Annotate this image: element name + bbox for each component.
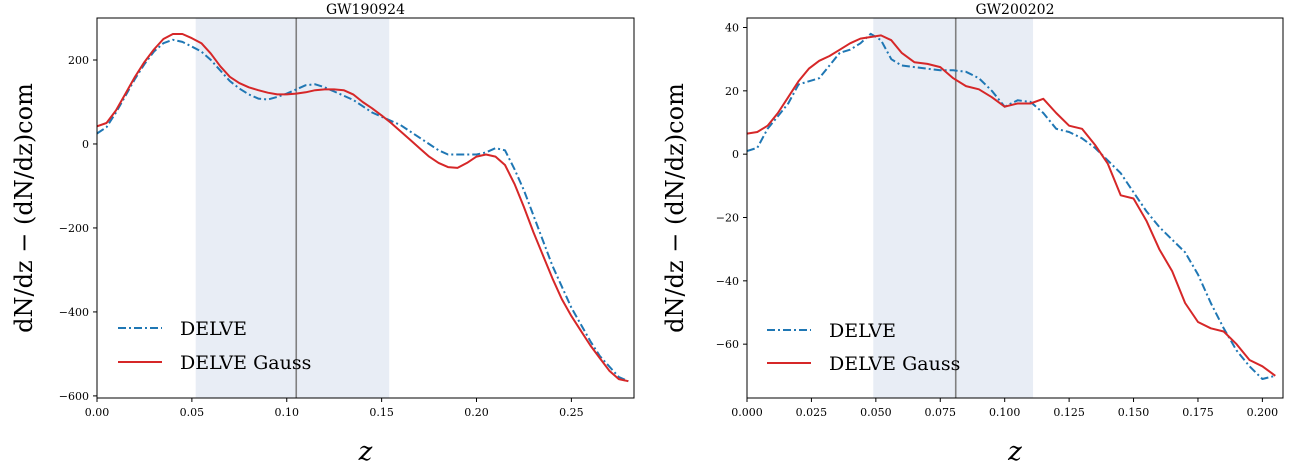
shaded-band [873, 18, 1034, 398]
x-tick-label: 0.00 [85, 406, 110, 419]
chart-title: GW200202 [975, 2, 1054, 18]
x-tick-label: 0.20 [464, 406, 489, 419]
legend-label: DELVE Gauss [829, 353, 960, 375]
x-tick-label: 0.025 [796, 406, 828, 419]
series-line-1 [97, 38, 629, 383]
y-tick-label: 0 [82, 138, 89, 151]
series-line-2 [97, 33, 629, 383]
legend: DELVE DELVE Gauss [767, 320, 960, 375]
x-axis-label: z [358, 437, 373, 467]
x-axis-label: z [1007, 437, 1022, 467]
x-tick-label: 0.050 [860, 406, 892, 419]
y-tick-label: 20 [725, 85, 739, 98]
series-line-1 [747, 32, 1276, 380]
x-tick-label: 0.150 [1118, 406, 1150, 419]
x-tick-label: 0.175 [1182, 406, 1214, 419]
y-tick-label: −600 [59, 390, 89, 403]
x-tick-label: 0.05 [180, 406, 205, 419]
series-line-2 [747, 34, 1276, 377]
x-tick-label: 0.100 [989, 406, 1021, 419]
legend-label: DELVE Gauss [180, 352, 311, 374]
legend: DELVE DELVE Gauss [118, 318, 311, 374]
legend-label: DELVE [180, 318, 247, 340]
y-tick-label: −60 [716, 338, 739, 351]
axes-frame [96, 17, 635, 399]
x-tick-label: 0.25 [559, 406, 584, 419]
legend-label: DELVE [829, 320, 896, 342]
y-axis-label: dN/dz − (dN/dz)com [10, 83, 38, 333]
x-tick-label: 0.125 [1053, 406, 1085, 419]
chart-title: GW190924 [326, 2, 405, 18]
y-tick-label: 0 [732, 148, 739, 161]
axes-frame [746, 17, 1284, 399]
y-tick-label: −400 [59, 306, 89, 319]
x-tick-label: 0.10 [275, 406, 300, 419]
y-axis-label: dN/dz − (dN/dz)com [661, 83, 689, 333]
x-tick-label: 0.15 [369, 406, 394, 419]
chart-panel-1: 0.00 0.05 0.10 0.15 0.20 0.25 200 0 −200 −400 −600… [10, 2, 635, 467]
x-tick-label: 0.200 [1247, 406, 1279, 419]
chart-panel-2: 0.000 0.025 0.050 0.075 0.100 0.125 0.150 0.175… [661, 2, 1284, 467]
x-tick-label: 0.075 [925, 406, 957, 419]
shaded-band [195, 18, 390, 398]
y-tick-label: −20 [716, 212, 739, 225]
y-tick-label: −40 [716, 275, 739, 288]
y-tick-label: 40 [725, 22, 739, 35]
x-tick-label: 0.000 [731, 406, 763, 419]
y-tick-label: −200 [59, 222, 89, 235]
y-tick-label: 200 [68, 54, 89, 67]
